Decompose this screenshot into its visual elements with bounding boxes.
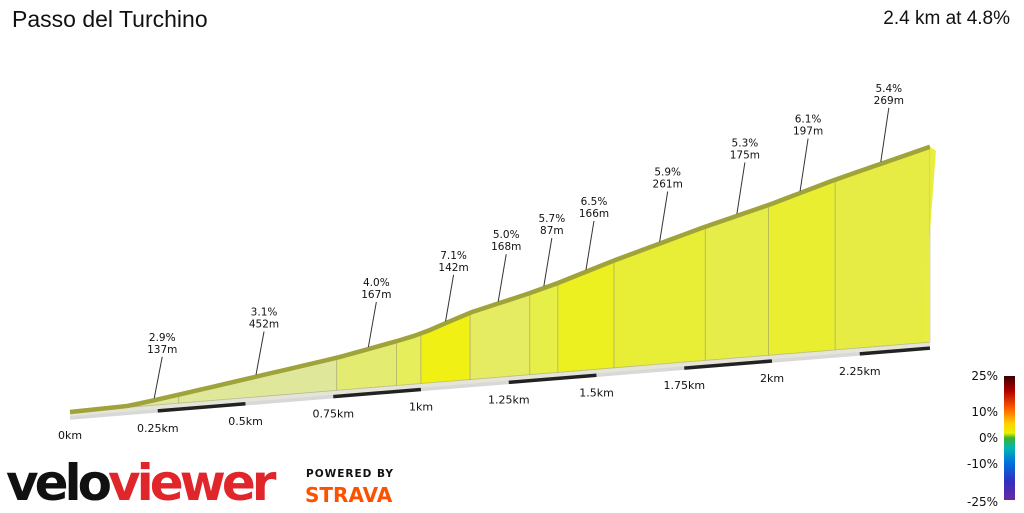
profile-end-face — [921, 146, 936, 343]
annotation-length: 168m — [491, 241, 521, 253]
distance-tick-label: 2km — [760, 372, 784, 385]
annotation-leader — [153, 356, 163, 399]
strava-logo: STRAVA — [305, 483, 393, 507]
annotation-gradient: 5.4% — [875, 83, 902, 95]
legend-label: 25% — [971, 369, 998, 383]
profile-segment — [469, 292, 531, 380]
distance-band — [245, 394, 334, 406]
annotation-leader — [255, 331, 265, 375]
profile-segment — [768, 179, 836, 356]
annotation-gradient: 2.9% — [149, 332, 176, 344]
annotation-length: 269m — [874, 95, 904, 107]
annotation-leader — [880, 107, 890, 162]
annotation-length: 166m — [579, 208, 609, 220]
annotation-leader — [543, 237, 553, 287]
distance-band — [157, 402, 246, 413]
distance-axis: 0km 0.25km 0.5km 0.75km 1km 1.25km 1.5km 1.75km… — [58, 346, 931, 442]
legend-label: -25% — [967, 495, 998, 509]
annotation-gradient: 5.9% — [654, 166, 681, 178]
annotation-gradient: 7.1% — [440, 250, 467, 262]
annotation-length: 175m — [730, 149, 760, 161]
profile-segment — [704, 204, 769, 361]
distance-band — [596, 366, 685, 377]
distance-tick-label: 1.25km — [488, 393, 530, 406]
annotation-leader — [659, 191, 669, 242]
climb-summary: 2.4 km at 4.8% — [883, 8, 1010, 29]
legend-label: -10% — [967, 457, 998, 471]
annotation-gradient: 5.0% — [493, 229, 520, 241]
legend-label: 0% — [979, 431, 998, 445]
logo-velo: velo — [6, 454, 111, 508]
distance-band — [508, 373, 597, 385]
distance-band — [420, 380, 509, 392]
branding: veloviewer POWERED BY STRAVA — [6, 452, 416, 512]
distance-tick-label: 0.5km — [228, 415, 263, 428]
annotation-length: 142m — [438, 262, 468, 274]
logo-viewer: viewer — [108, 454, 277, 508]
annotation-leader — [736, 162, 746, 214]
annotation-length: 167m — [361, 289, 391, 301]
legend-label: 10% — [971, 405, 998, 419]
profile-ridge — [69, 144, 931, 415]
annotation-leader — [367, 301, 377, 348]
distance-tick-label: 0.75km — [312, 408, 354, 421]
legend-color-bar — [1004, 376, 1015, 500]
annotation-leader — [497, 254, 507, 302]
profile-segment — [834, 146, 931, 351]
annotation-length: 452m — [249, 318, 279, 330]
distance-tick-label: 0.25km — [137, 422, 179, 435]
powered-by-label: POWERED BY — [306, 468, 394, 480]
distance-band — [859, 346, 931, 356]
annotation-layer: 2.9%137m 3.1%452m 4.0%167m 7.1%142m 5.0%168m… — [147, 83, 904, 399]
annotation-gradient: 6.5% — [581, 196, 608, 208]
distance-tick-label: 1km — [409, 401, 433, 414]
annotation-length: 87m — [540, 225, 564, 237]
profile-segment — [613, 226, 706, 369]
distance-tick-label: 1.5km — [579, 386, 614, 399]
profile-segment — [529, 282, 559, 376]
annotation-leader — [799, 138, 809, 192]
distance-tick-label: 0km — [58, 429, 82, 442]
distance-tick-label: 2.25km — [839, 365, 881, 378]
distance-band — [333, 387, 422, 399]
annotation-length: 137m — [147, 344, 177, 356]
annotation-gradient: 5.3% — [732, 137, 759, 149]
annotation-leader — [445, 274, 455, 322]
distance-tick-label: 1.75km — [663, 379, 705, 392]
distance-band — [69, 409, 158, 420]
annotation-gradient: 4.0% — [363, 277, 390, 289]
annotation-gradient: 3.1% — [251, 306, 278, 318]
distance-band — [684, 359, 773, 370]
annotation-length: 197m — [793, 126, 823, 138]
page-title: Passo del Turchino — [12, 6, 208, 32]
svg-text:veloviewer: veloviewer — [6, 454, 277, 508]
annotation-leader — [585, 220, 595, 270]
annotation-gradient: 5.7% — [539, 213, 566, 225]
annotation-gradient: 6.1% — [795, 114, 822, 126]
gradient-legend: 25% 10% 0% -10% -25% — [967, 369, 1015, 509]
profile-layer — [69, 144, 936, 419]
annotation-length: 261m — [653, 178, 683, 190]
distance-band — [771, 352, 860, 363]
